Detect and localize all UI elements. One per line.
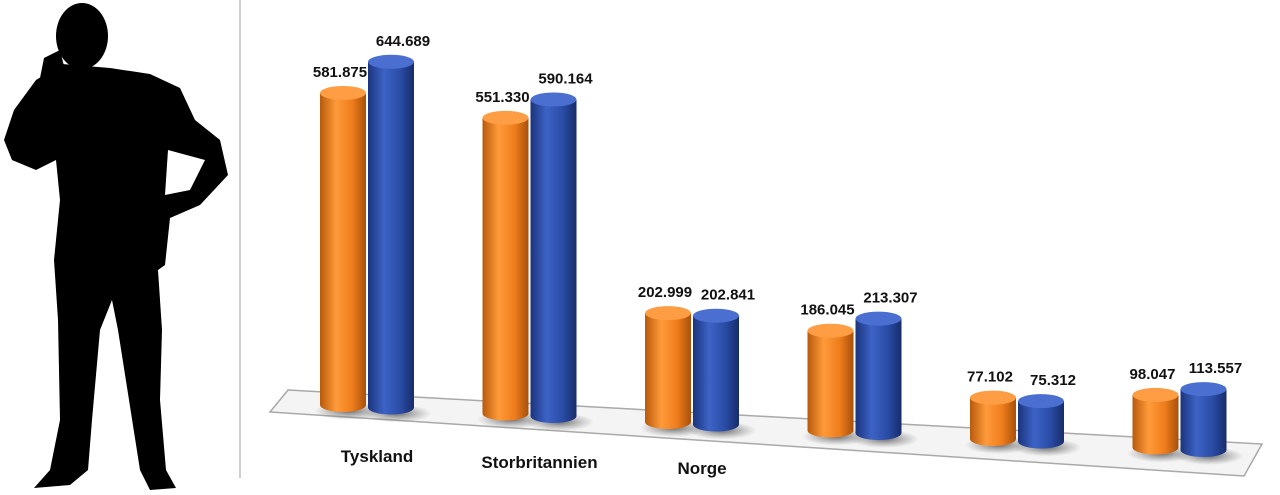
category-label: Norge	[677, 459, 726, 478]
category-label: Storbritannien	[481, 453, 597, 472]
silhouette-man-icon	[4, 3, 228, 490]
data-label: 98.047	[1130, 366, 1176, 383]
data-label: 202.841	[701, 287, 755, 304]
bar-blue-4	[855, 318, 902, 441]
data-label: 186.045	[800, 302, 854, 319]
value-labels: 581.875 644.689 551.330 590.164 202.999 202.8…	[313, 33, 1242, 389]
plot-area	[320, 54, 1227, 458]
bar-cap	[1180, 382, 1227, 397]
bar-cap	[970, 390, 1016, 405]
bar-cap	[1018, 394, 1064, 409]
bar-cap	[530, 92, 577, 107]
bar-cap	[855, 311, 902, 326]
bar-blue-6	[1180, 389, 1227, 458]
data-label: 75.312	[1030, 372, 1076, 389]
bar-cap	[1132, 387, 1179, 402]
data-label: 551.330	[475, 89, 529, 106]
bar-orange-6	[1132, 394, 1179, 455]
bar-orange-3	[645, 313, 691, 429]
bar-blue-3	[693, 315, 739, 432]
data-label: 213.307	[863, 290, 917, 307]
bar-cap	[482, 110, 529, 125]
bar-orange-1	[320, 92, 366, 413]
bar-cap	[693, 308, 739, 323]
bar-orange-4	[807, 330, 854, 438]
category-label: Tyskland	[341, 447, 413, 466]
bar-orange-2	[482, 117, 529, 421]
bar-cap	[645, 306, 691, 321]
bar-blue-1	[368, 61, 414, 415]
chart-floor	[268, 389, 1264, 477]
bar-blue-2	[530, 99, 577, 424]
data-label: 113.557	[1189, 360, 1242, 377]
data-label: 202.999	[638, 284, 692, 301]
bar-cap	[368, 54, 414, 69]
bar-blue-5	[1018, 401, 1064, 449]
data-label: 581.875	[313, 64, 367, 81]
bar-cap	[807, 323, 854, 338]
category-labels: Tyskland Storbritannien Norge	[341, 447, 727, 478]
data-label: 644.689	[376, 33, 430, 50]
data-label: 77.102	[967, 369, 1013, 386]
data-label: 590.164	[538, 71, 593, 88]
bar-cap	[320, 85, 366, 100]
bar-orange-5	[970, 397, 1016, 446]
